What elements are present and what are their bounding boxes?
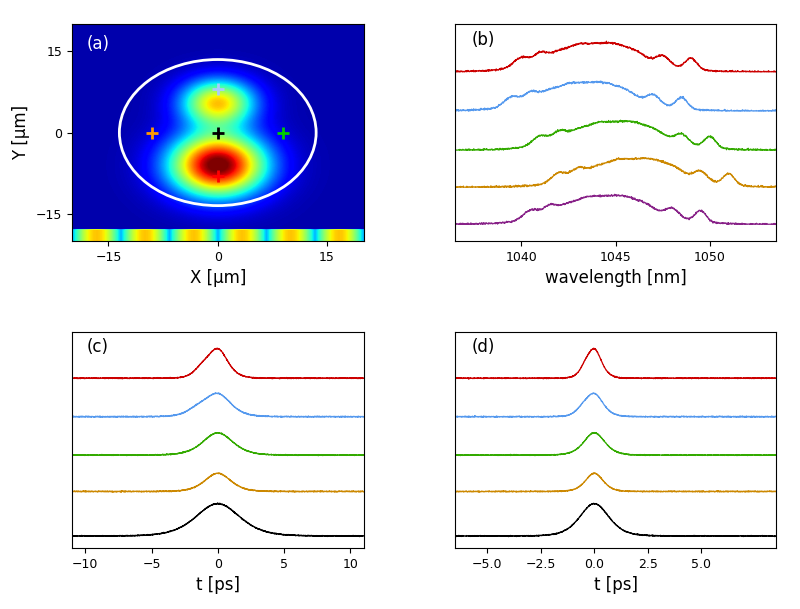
X-axis label: X [μm]: X [μm] bbox=[190, 269, 246, 287]
X-axis label: wavelength [nm]: wavelength [nm] bbox=[545, 269, 686, 287]
X-axis label: t [ps]: t [ps] bbox=[196, 576, 240, 594]
Text: (c): (c) bbox=[86, 338, 109, 356]
Text: (a): (a) bbox=[86, 35, 110, 53]
X-axis label: t [ps]: t [ps] bbox=[594, 576, 638, 594]
Text: (d): (d) bbox=[471, 338, 494, 356]
Y-axis label: Y [μm]: Y [μm] bbox=[12, 105, 30, 160]
Text: (b): (b) bbox=[471, 31, 494, 49]
